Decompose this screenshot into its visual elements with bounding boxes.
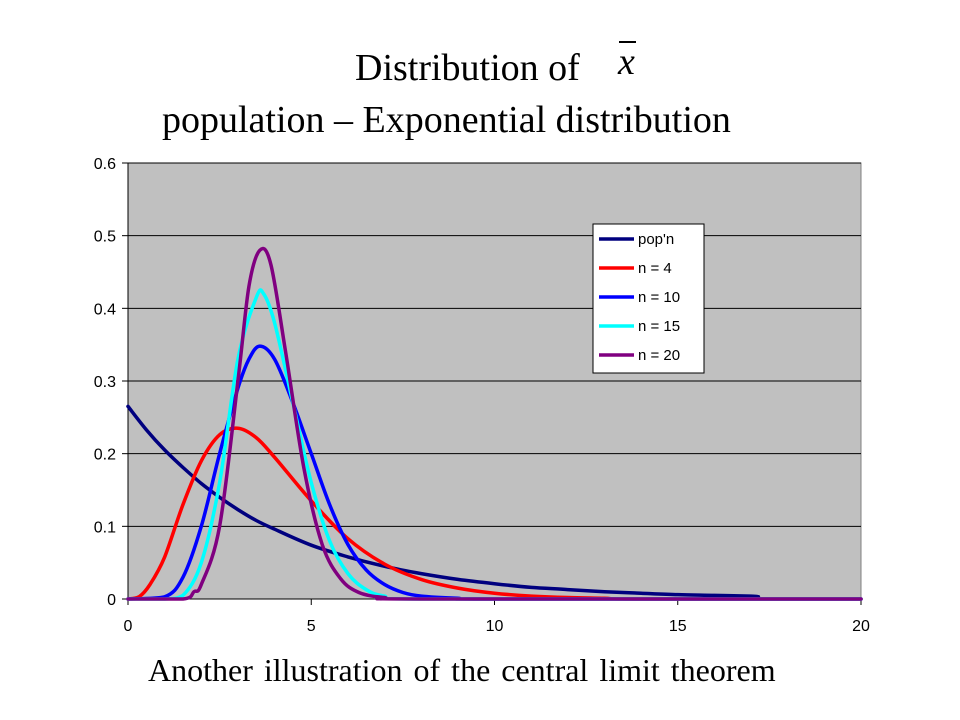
series-layer bbox=[126, 246, 863, 601]
x-tick-label: 20 bbox=[852, 618, 870, 635]
x-tick-label: 15 bbox=[669, 618, 687, 635]
x-tick-label: 5 bbox=[307, 618, 316, 635]
y-tick-label: 0.1 bbox=[94, 519, 116, 536]
legend: pop'n n = 4 n = 10 n = 15 n = 20 bbox=[592, 223, 705, 374]
y-tick-label: 0 bbox=[107, 592, 116, 609]
y-tick-label: 0.5 bbox=[94, 229, 116, 246]
legend-label: n = 4 bbox=[638, 260, 672, 277]
x-tick-label: 10 bbox=[486, 618, 504, 635]
axes: 0 0.1 0.2 0.3 0.4 0.5 0.6 0 5 10 15 20 bbox=[94, 156, 870, 635]
series-line-4 bbox=[126, 246, 863, 601]
y-tick-label: 0.4 bbox=[94, 301, 116, 318]
footer-caption: Another illustration of the central limi… bbox=[148, 652, 776, 688]
series-line-0 bbox=[126, 404, 761, 599]
chart-title-line1: Distribution of bbox=[355, 47, 580, 89]
x-bar-symbol: x bbox=[618, 41, 636, 83]
legend-label: n = 10 bbox=[638, 289, 680, 306]
x-tick-label: 0 bbox=[124, 618, 133, 635]
legend-label: n = 20 bbox=[638, 347, 680, 364]
y-tick-label: 0.3 bbox=[94, 374, 116, 391]
legend-label: pop'n bbox=[638, 231, 674, 248]
legend-label: n = 15 bbox=[638, 318, 680, 335]
y-tick-label: 0.2 bbox=[94, 447, 116, 464]
chart-title-line2: population – Exponential distribution bbox=[162, 99, 731, 141]
y-tick-label: 0.6 bbox=[94, 156, 116, 173]
gridlines bbox=[128, 162, 861, 527]
